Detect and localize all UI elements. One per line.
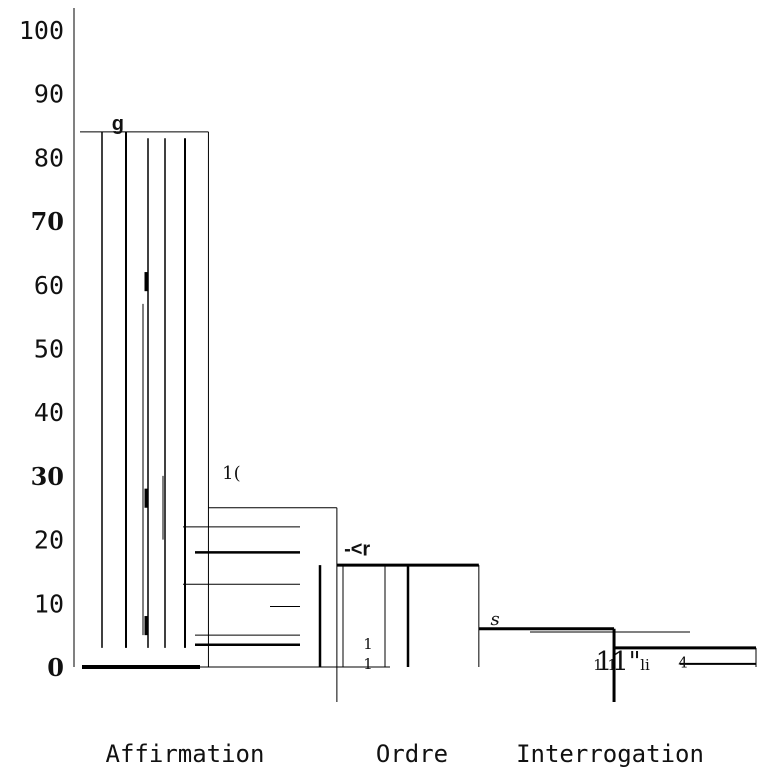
y-tick-label: 80 (34, 143, 64, 172)
y-tick-label: 90 (34, 80, 64, 109)
y-tick-label: 50 (34, 335, 64, 364)
inner-label: 1 (363, 635, 373, 653)
data-label: s (490, 609, 499, 630)
inner-label: 1 1 (593, 656, 617, 674)
y-tick-label: 100 (19, 16, 64, 45)
inner-label: 1 (363, 655, 373, 673)
data-label: -<r (344, 539, 370, 561)
bars (80, 131, 757, 702)
x-category-label: Affirmation (106, 740, 265, 768)
data-label: 11" (596, 647, 641, 677)
data-labels: g 1( -<r s 11" 1 1 1 1 li 4 (112, 113, 688, 677)
x-category-label: Ordre (376, 740, 448, 768)
inner-label: 4 (678, 654, 688, 672)
data-label: g (112, 113, 124, 135)
y-tick-label: 60 (34, 271, 64, 300)
y-tick-label: 10 (34, 589, 64, 618)
y-tick-label: 70 (31, 207, 64, 236)
y-tick-label: 30 (31, 462, 64, 491)
y-tick-label: 20 (34, 526, 64, 555)
data-label: 1( (222, 463, 240, 484)
x-category-label: Interrogation (516, 740, 704, 768)
bar-internal-lines (101, 131, 690, 667)
y-tick-label: 40 (34, 398, 64, 427)
inner-label: li (640, 656, 650, 674)
x-axis-categories: Affirmation Ordre Interrogation (106, 740, 704, 768)
y-tick-label: 0 (47, 653, 64, 682)
